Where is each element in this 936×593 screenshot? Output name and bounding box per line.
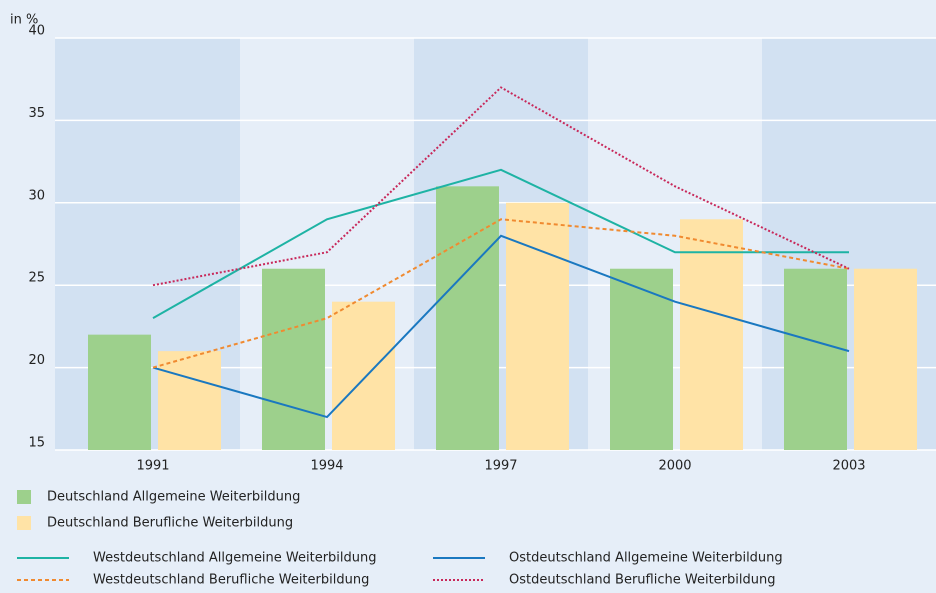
line-series <box>152 168 849 320</box>
y-tick-label: 40 <box>28 24 45 39</box>
line-series <box>152 234 850 419</box>
legend-label: Deutschland Berufliche Weiterbildung <box>47 516 293 531</box>
bar <box>436 186 499 450</box>
legend-label: Westdeutschland Allgemeine Weiterbildung <box>93 551 377 566</box>
y-tick-label: 35 <box>28 106 45 121</box>
legend: Deutschland Allgemeine Weiterbildung Deut… <box>17 490 783 588</box>
bar <box>610 268 673 450</box>
x-tick-label: 1991 <box>136 459 169 474</box>
bar <box>854 268 917 450</box>
x-tick-label: 2003 <box>832 459 865 474</box>
line-series <box>152 218 850 369</box>
legend-swatch <box>17 490 31 504</box>
legend-label: Ostdeutschland Allgemeine Weiterbildung <box>509 551 783 566</box>
bar <box>332 301 395 450</box>
y-tick-label: 25 <box>28 271 45 286</box>
legend-label: Deutschland Allgemeine Weiterbildung <box>47 490 300 505</box>
legend-label: Westdeutschland Berufliche Weiterbildung <box>93 573 369 588</box>
x-tick-label: 1997 <box>484 459 517 474</box>
y-tick-label: 30 <box>28 188 45 203</box>
bar <box>506 202 569 450</box>
x-tick-label: 1994 <box>310 459 343 474</box>
bar <box>262 268 325 450</box>
bar <box>784 268 847 450</box>
bar <box>158 351 221 450</box>
line-series <box>152 86 850 287</box>
y-tick-label: 15 <box>28 436 45 451</box>
legend-swatch <box>17 516 31 530</box>
x-tick-label: 2000 <box>658 459 691 474</box>
legend-label: Ostdeutschland Berufliche Weiterbildung <box>509 573 775 588</box>
y-axis-label: in % <box>10 13 38 28</box>
bar <box>88 334 151 450</box>
bar <box>680 219 743 450</box>
y-tick-label: 20 <box>28 353 45 368</box>
